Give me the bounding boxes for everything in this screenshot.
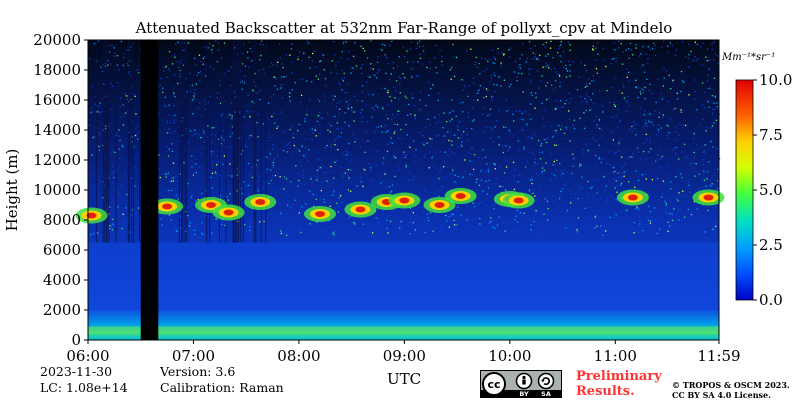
colorbar-tick-label: 5.0 bbox=[759, 181, 783, 199]
x-tick-label: 06:00 bbox=[66, 347, 109, 365]
share-alike-icon bbox=[537, 372, 555, 390]
y-tick-label: 10000 bbox=[33, 181, 81, 199]
x-tick-label: 11:59 bbox=[697, 347, 740, 365]
y-tick-label: 4000 bbox=[43, 271, 81, 289]
y-tick-label: 14000 bbox=[33, 121, 81, 139]
x-axis: 06:00 07:00 08:00 09:00 10:00 11:00 11:59 bbox=[66, 340, 741, 365]
copyright-notice: © TROPOS & OSCM 2023. CC BY SA 4.0 Licen… bbox=[672, 380, 790, 400]
x-tick-label: 09:00 bbox=[383, 347, 426, 365]
svg-text:SA: SA bbox=[541, 390, 551, 398]
boundary-layer bbox=[88, 310, 719, 340]
y-tick-label: 18000 bbox=[33, 61, 81, 79]
colorbar-tick-label: 10.0 bbox=[759, 71, 792, 89]
lower-troposphere bbox=[88, 242, 719, 310]
colorbar bbox=[735, 79, 754, 301]
footer-lc: LC: 1.08e+14 bbox=[40, 380, 128, 395]
cloud-layer bbox=[75, 188, 725, 224]
cc-icon bbox=[482, 372, 506, 396]
y-tick-label: 2000 bbox=[43, 301, 81, 319]
chart-title: Attenuated Backscatter at 532nm Far-Rang… bbox=[135, 19, 673, 37]
copyright-line-1: © TROPOS & OSCM 2023. bbox=[672, 380, 790, 390]
colorbar-tick-label: 0.0 bbox=[759, 291, 783, 309]
y-tick-label: 0 bbox=[71, 331, 81, 349]
y-tick-label: 16000 bbox=[33, 91, 81, 109]
x-tick-label: 08:00 bbox=[277, 347, 320, 365]
y-tick-label: 12000 bbox=[33, 151, 81, 169]
x-tick-label: 11:00 bbox=[594, 347, 637, 365]
colorbar-tick-label: 7.5 bbox=[759, 126, 783, 144]
x-axis-label: UTC bbox=[387, 370, 421, 388]
preliminary-results-notice: Preliminary Results. bbox=[576, 369, 662, 399]
footer-calibration: Calibration: Raman bbox=[160, 380, 284, 395]
y-axis: 0 2000 4000 6000 8000 10000 12000 14000 16000 180… bbox=[33, 31, 88, 349]
colorbar-ticks: 0.0 2.5 5.0 7.5 10.0 bbox=[753, 71, 792, 309]
svg-text:BY: BY bbox=[519, 390, 529, 398]
y-tick-label: 8000 bbox=[43, 211, 81, 229]
no-data-gap bbox=[140, 40, 159, 340]
x-tick-label: 07:00 bbox=[172, 347, 215, 365]
colorbar-tick-label: 2.5 bbox=[759, 236, 783, 254]
cc-license-badge: cc BY SA bbox=[480, 370, 562, 398]
heatmap-plot-area bbox=[75, 40, 725, 340]
footer-date: 2023-11-30 bbox=[40, 364, 113, 379]
copyright-line-2: CC BY SA 4.0 License. bbox=[672, 390, 771, 400]
x-tick-label: 10:00 bbox=[488, 347, 531, 365]
y-axis-label: Height (m) bbox=[3, 149, 21, 232]
colorbar-unit-label: Mm⁻¹*sr⁻¹ bbox=[721, 52, 775, 63]
svg-text:cc: cc bbox=[487, 378, 500, 391]
surface-layer bbox=[88, 326, 719, 334]
y-tick-label: 6000 bbox=[43, 241, 81, 259]
footer-version: Version: 3.6 bbox=[160, 364, 236, 379]
y-tick-label: 20000 bbox=[33, 31, 81, 49]
